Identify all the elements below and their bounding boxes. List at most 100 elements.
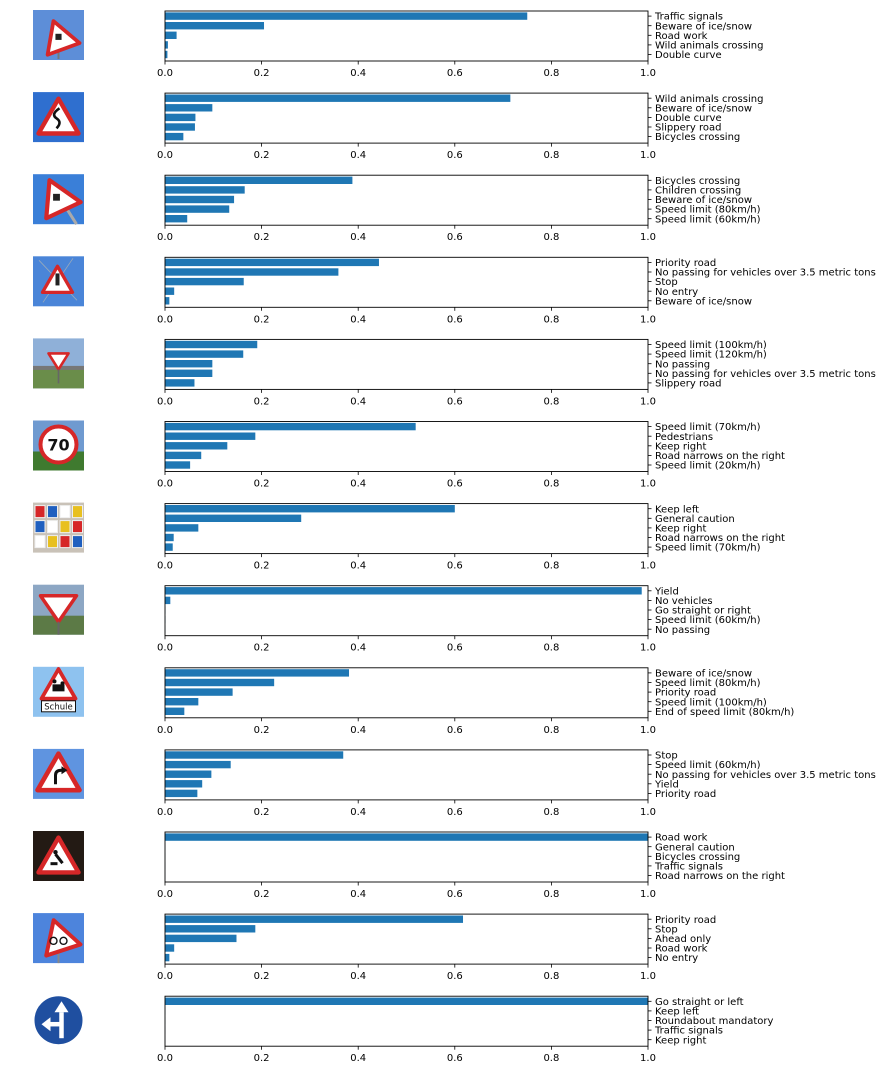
x-tick-label: 1.0 [640,561,656,572]
category-label: Traffic signals [654,1026,723,1037]
category-label: Beware of ice/snow [655,103,752,114]
category-label: Road work [655,944,708,955]
category-label: Priority road [655,789,716,800]
category-label: Speed limit (120km/h) [655,350,767,361]
category-label: End of speed limit (80km/h) [655,707,794,718]
axes-frame [164,913,649,965]
bar-11-1 [165,833,648,841]
x-tick-label: 0.8 [543,232,559,243]
x-tick-label: 0.6 [447,561,463,572]
axes-frame [164,667,649,719]
category-label: Beware of ice/snow [655,296,752,307]
x-tick-label: 0.2 [254,396,270,407]
bar-2-5 [165,132,184,141]
bar-12-3 [165,934,237,943]
category-label: Beware of ice/snow [655,21,752,32]
x-tick-label: 0.0 [157,314,173,325]
svg-text:70: 70 [47,436,69,455]
bar-13-1 [165,997,648,1005]
category-label: Bicycles crossing [655,132,740,143]
bar-1-1 [165,12,528,20]
x-tick-label: 0.6 [447,889,463,900]
curvy-road-warning-sign-image [33,10,84,60]
bar-12-5 [165,953,170,962]
curve-right-warning-sign-image [33,748,84,799]
x-tick-label: 0.8 [543,396,559,407]
category-label: Keep left [655,1007,699,1018]
x-tick-label: 0.2 [254,314,270,325]
x-tick-label: 0.2 [254,971,270,982]
category-label: Go straight or left [655,997,744,1008]
bar-9-5 [165,707,185,715]
category-label: Slippery road [655,379,721,390]
x-tick-label: 0.6 [447,232,463,243]
x-tick-label: 0.6 [447,314,463,325]
bar-2-2 [165,104,213,112]
category-label: Double curve [655,113,722,124]
bar-7-4 [165,533,174,542]
x-tick-label: 0.0 [157,971,173,982]
bar-3-1 [165,176,353,184]
x-tick-label: 1.0 [640,971,656,982]
bicycles-crossing-sign-image [33,913,84,964]
x-tick-label: 0.0 [157,232,173,243]
bar-7-5 [165,543,173,551]
category-label: Speed limit (60km/h) [655,214,761,225]
category-label: Priority road [655,258,716,269]
category-label: Go straight or right [655,606,751,617]
bar-5-1 [165,340,258,349]
x-tick-label: 1.0 [640,314,656,325]
category-label: No entry [655,287,698,298]
bar-5-3 [165,360,213,368]
x-tick-label: 0.2 [254,889,270,900]
category-label: Keep right [655,441,706,452]
x-tick-label: 0.6 [447,68,463,79]
x-tick-label: 0.4 [350,68,366,79]
x-tick-label: 0.2 [254,561,270,572]
x-tick-label: 0.4 [350,1053,366,1064]
x-tick-label: 1.0 [640,479,656,490]
category-label: General caution [655,514,735,525]
bar-4-3 [165,277,244,286]
x-tick-label: 0.8 [543,971,559,982]
x-tick-label: 0.4 [350,232,366,243]
x-tick-label: 1.0 [640,1053,656,1064]
bar-4-5 [165,297,170,305]
x-tick-label: 0.8 [543,150,559,161]
axes-frame [164,338,649,390]
category-label: Roundabout mandatory [655,1016,774,1027]
category-label: Priority road [655,915,716,926]
bar-9-3 [165,688,233,696]
bar-10-2 [165,760,231,769]
axes-frame [164,256,649,308]
x-tick-label: 1.0 [640,643,656,654]
x-tick-label: 0.8 [543,807,559,818]
x-tick-label: 1.0 [640,889,656,900]
slippery-road-warning-sign-image [33,174,84,226]
x-tick-label: 0.4 [350,479,366,490]
category-label: Keep right [655,524,706,535]
x-tick-label: 0.8 [543,68,559,79]
bar-7-2 [165,514,302,522]
bar-5-2 [165,350,244,358]
yield-sign-landscape-image [33,338,84,389]
axes-frame [164,749,649,801]
x-tick-label: 0.2 [254,1053,270,1064]
category-label: Traffic signals [654,12,723,23]
x-tick-label: 0.8 [543,561,559,572]
category-label: No passing [655,625,710,636]
category-label: Road narrows on the right [655,451,785,462]
yield-sign-image [33,584,84,635]
general-warning-sign-image [33,256,84,307]
category-label: No passing [655,359,710,370]
speed-limit-70-sign-image: 70 [33,420,84,471]
bar-9-4 [165,698,199,706]
x-tick-label: 0.6 [447,396,463,407]
x-tick-label: 0.4 [350,561,366,572]
category-label: Speed limit (100km/h) [655,340,767,351]
category-label: Beware of ice/snow [655,669,752,680]
